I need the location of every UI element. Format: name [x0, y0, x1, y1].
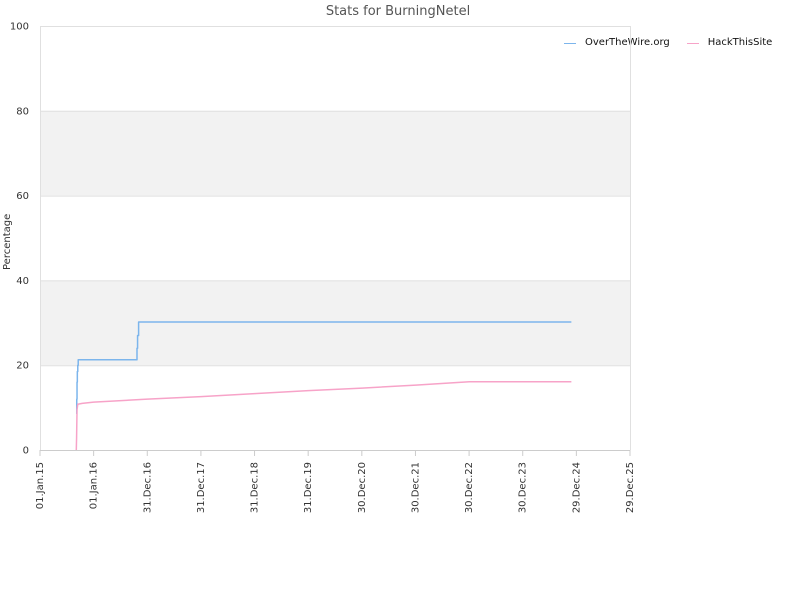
legend-label-hackthissite: HackThisSite — [707, 37, 773, 48]
x-tick-label: 31.Dec.17 — [196, 462, 207, 513]
y-tick-label: 40 — [16, 276, 29, 287]
x-tick-label: 29.Dec.25 — [625, 462, 636, 513]
legend-label-overthewire: OverTheWire.org — [585, 37, 670, 48]
x-tick-label: 30.Dec.20 — [357, 462, 368, 513]
x-tick-label: 31.Dec.16 — [142, 462, 153, 513]
legend-swatch-overthewire — [564, 43, 576, 44]
y-tick-label: 0 — [23, 446, 29, 457]
chart-title: Stats for BurningNetel — [325, 4, 471, 19]
x-tick-label: 31.Dec.18 — [250, 462, 261, 513]
y-tick-label: 60 — [16, 191, 29, 202]
x-tick-label: 30.Dec.22 — [464, 462, 475, 513]
y-tick-label: 100 — [10, 22, 29, 33]
x-tick-label: 01.Jan.15 — [35, 462, 46, 509]
x-tick-label: 30.Dec.23 — [518, 462, 529, 513]
legend: OverTheWire.org HackThisSite — [564, 37, 789, 48]
plot-band — [40, 110, 630, 196]
legend-item-hackthissite[interactable]: HackThisSite — [686, 37, 773, 48]
legend-item-overthewire[interactable]: OverTheWire.org — [564, 37, 670, 48]
plot-band — [40, 280, 630, 366]
x-tick-label: 31.Dec.19 — [303, 462, 314, 513]
x-tick-label: 01.Jan.16 — [89, 462, 100, 509]
series-line-overthewire-org — [75, 321, 572, 415]
y-tick-label: 80 — [16, 106, 29, 117]
x-tick-label: 29.Dec.24 — [571, 462, 582, 513]
x-tick-label: 30.Dec.21 — [410, 462, 421, 513]
legend-swatch-hackthissite — [686, 43, 699, 44]
series-line-hackthissite — [75, 380, 572, 451]
y-tick-label: 20 — [16, 361, 29, 372]
